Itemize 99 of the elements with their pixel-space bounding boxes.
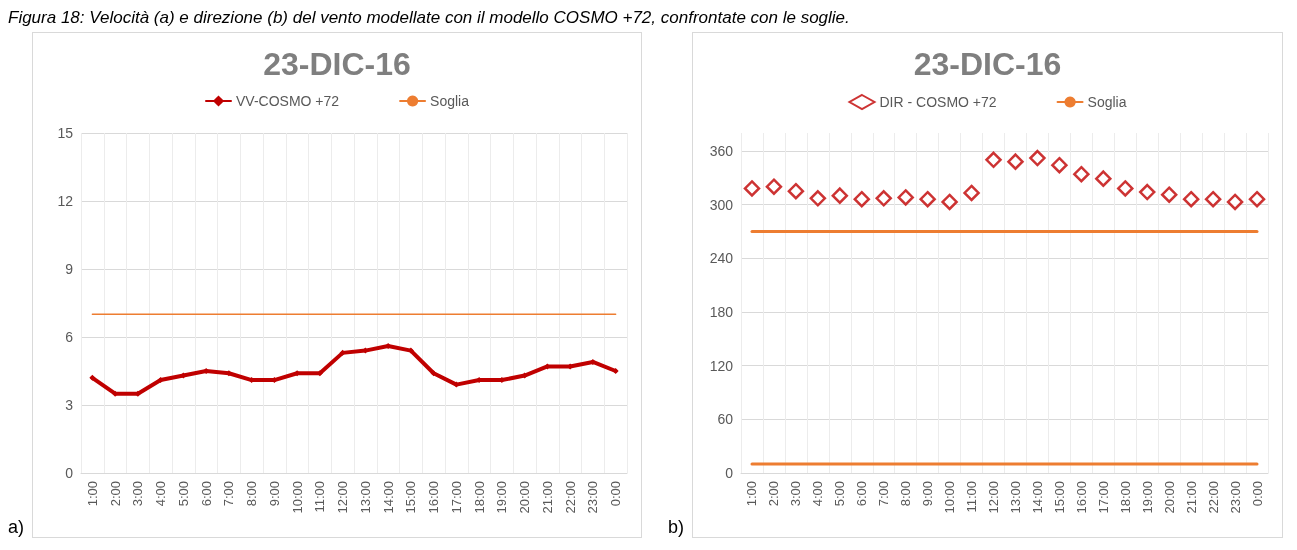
point [612, 368, 619, 374]
y-tick-label: 300 [709, 196, 734, 213]
x-tick-label: 23:00 [1227, 481, 1243, 514]
x-tick-label: 16:00 [426, 481, 442, 514]
legend-label: Soglia [1087, 94, 1127, 110]
x-tick-label: 19:00 [1139, 481, 1155, 514]
x-tick-label: 2:00 [766, 481, 782, 507]
x-tick-label: 1:00 [84, 481, 100, 507]
point [1095, 170, 1112, 187]
x-tick-label: 9:00 [266, 481, 282, 507]
x-tick-label: 11:00 [312, 481, 328, 513]
x-tick-label: 5:00 [175, 481, 191, 507]
point [787, 182, 805, 200]
x-tick-label: 10:00 [289, 481, 305, 514]
x-tick-label: 5:00 [832, 481, 848, 507]
x-tick-label: 12:00 [335, 481, 351, 514]
x-tick-label: 0:00 [608, 481, 624, 507]
y-tick-label: 120 [709, 357, 734, 374]
x-tick-label: 14:00 [1029, 481, 1045, 514]
y-tick-label: 240 [709, 250, 734, 267]
x-tick-label: 0:00 [1249, 481, 1265, 507]
y-tick-label: 12 [57, 193, 74, 209]
x-tick-label: 17:00 [448, 481, 464, 514]
point [985, 151, 1002, 169]
x-tick-label: 12:00 [986, 481, 1002, 514]
x-tick-label: 9:00 [920, 481, 936, 507]
point [831, 187, 849, 204]
x-tick-label: 18:00 [471, 481, 487, 514]
point [157, 377, 164, 384]
y-tick-label: 0 [65, 465, 74, 481]
point [1160, 186, 1178, 203]
point [853, 190, 871, 208]
point [875, 190, 892, 207]
point [1226, 193, 1244, 211]
point [1029, 149, 1046, 167]
point [743, 180, 761, 197]
point [765, 178, 783, 195]
x-tick-label: 23:00 [585, 481, 601, 514]
point [1248, 190, 1266, 208]
x-tick-label: 4:00 [153, 481, 169, 507]
x-tick-label: 20:00 [1161, 481, 1177, 514]
point [430, 370, 437, 377]
point [1182, 190, 1200, 208]
y-tick-label: 9 [65, 261, 74, 277]
x-tick-label: 7:00 [221, 481, 237, 507]
point [1007, 153, 1024, 170]
legend-label: Soglia [430, 93, 470, 109]
point [963, 184, 980, 202]
point [919, 190, 936, 208]
x-tick-label: 20:00 [517, 481, 533, 514]
x-tick-label: 13:00 [1007, 481, 1023, 514]
x-tick-label: 3:00 [130, 481, 146, 507]
x-tick-label: 6:00 [854, 481, 870, 507]
y-tick-label: 60 [717, 411, 734, 428]
x-tick-label: 10:00 [942, 481, 958, 514]
x-tick-label: 2:00 [107, 481, 123, 507]
y-tick-label: 15 [57, 125, 74, 141]
point [941, 193, 958, 211]
x-tick-label: 11:00 [964, 481, 980, 513]
text: b) [668, 517, 685, 538]
x-tick-label: 16:00 [1073, 481, 1089, 514]
x-tick-label: 18:00 [1117, 481, 1133, 514]
x-tick-label: 6:00 [198, 481, 214, 507]
point [89, 374, 96, 381]
point [1138, 183, 1156, 201]
x-tick-label: 21:00 [539, 481, 555, 514]
text: Figura 18: Velocità (a) e direzione (b) del vento modellate con il modello COSMO +72, confrontate con le soglie. [8, 8, 850, 28]
legend-label: DIR - COSMO +72 [879, 94, 997, 110]
x-tick-label: 15:00 [403, 481, 419, 514]
x-tick-label: 3:00 [788, 481, 804, 507]
text: a) [8, 517, 25, 538]
point [1073, 165, 1090, 183]
chart-title: 23-DIC-16 [913, 46, 1062, 82]
y-tick-label: 3 [65, 397, 74, 413]
x-tick-label: 13:00 [357, 481, 373, 514]
y-tick-label: 0 [725, 465, 734, 481]
point [1117, 180, 1134, 197]
y-tick-label: 360 [709, 142, 734, 159]
x-tick-label: 15:00 [1051, 481, 1067, 514]
legend-label: VV-COSMO +72 [236, 93, 340, 109]
point [339, 349, 346, 356]
x-tick-label: 8:00 [244, 481, 260, 507]
point [1051, 156, 1068, 174]
x-tick-label: 22:00 [562, 481, 578, 514]
point [809, 190, 827, 207]
x-tick-label: 19:00 [494, 481, 510, 514]
y-tick-label: 180 [709, 303, 734, 320]
y-tick-label: 6 [65, 329, 74, 345]
x-tick-label: 8:00 [898, 481, 914, 507]
x-tick-label: 21:00 [1183, 481, 1199, 514]
x-tick-label: 1:00 [744, 481, 760, 507]
x-tick-label: 4:00 [810, 481, 826, 507]
x-tick-label: 14:00 [380, 481, 396, 514]
point [1204, 190, 1222, 208]
point [897, 189, 914, 206]
chart-title: 23-DIC-16 [263, 46, 411, 82]
x-tick-label: 17:00 [1095, 481, 1111, 514]
x-tick-label: 7:00 [876, 481, 892, 507]
x-tick-label: 22:00 [1205, 481, 1221, 514]
